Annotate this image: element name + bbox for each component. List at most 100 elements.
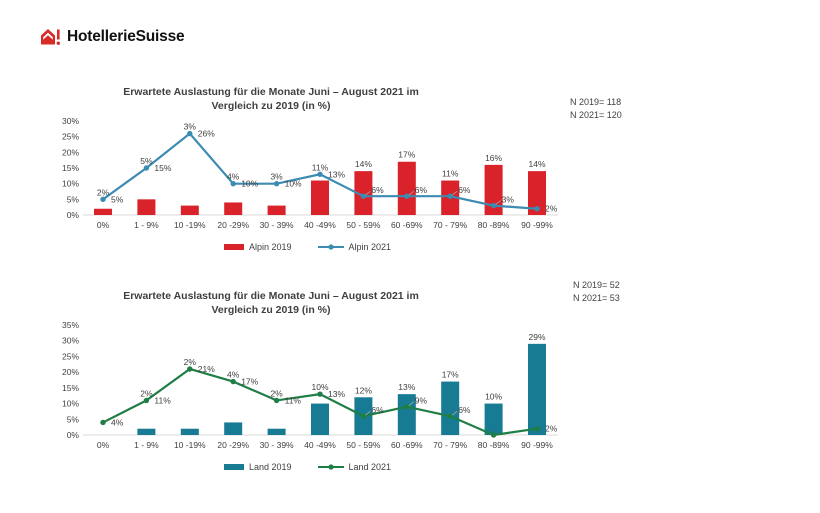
line-marker — [534, 426, 540, 432]
line-marker — [360, 193, 367, 199]
line-data-label: 5% — [111, 194, 124, 204]
bar-data-label: 12% — [355, 385, 372, 395]
label-leader-line — [408, 190, 415, 196]
x-axis-category-label: 1 - 9% — [134, 220, 159, 230]
y-axis-tick-label: 10% — [62, 399, 79, 409]
x-axis-category-label: 70 - 79% — [433, 220, 467, 230]
bar-land-2019 — [311, 403, 329, 435]
legend-item-alpin-2021: Alpin 2021 — [317, 242, 391, 252]
land-title-line-2: Vergleich zu 2019 (in %) — [211, 303, 331, 316]
x-axis-category-label: 1 - 9% — [134, 440, 159, 450]
bar-data-label: 4% — [227, 172, 240, 182]
alpin-title-line-1: Erwartete Auslastung für die Monate Juni… — [123, 86, 419, 98]
legend-item-land-2021: Land 2021 — [317, 462, 392, 472]
legend-label: Land 2019 — [248, 462, 292, 472]
line-marker — [490, 432, 497, 438]
line-marker — [143, 397, 150, 404]
bar-data-label: 11% — [442, 169, 459, 179]
line-data-label: 4% — [111, 417, 124, 427]
land-plot-area: 0% 5% 10% 15% 20% 25% 30% 35% 0% 1 - 9% 10 -19% 20 … — [62, 320, 558, 450]
line-data-label: 9% — [415, 396, 428, 406]
line-data-label: 6% — [415, 185, 428, 195]
bar-data-label: 13% — [398, 382, 415, 392]
land-n-2021: N 2021= 53 — [573, 292, 620, 303]
x-axis-category-label: 40 -49% — [304, 440, 336, 450]
label-leader-line — [451, 190, 458, 196]
alpin-chart-title: Erwartete Auslastung für die Monate Juni… — [55, 86, 487, 113]
bar-land-2019 — [397, 394, 416, 435]
bar-data-label: 2% — [97, 187, 110, 197]
y-axis-tick-label: 25% — [62, 351, 79, 361]
bar-data-label: 2% — [270, 388, 283, 398]
bar-alpin-2019 — [137, 199, 156, 215]
y-axis-tick-label: 0% — [67, 210, 80, 220]
hotelleriesuisse-logo: HotellerieSuisse — [40, 28, 185, 46]
x-axis-category-label: 10 -19% — [174, 220, 206, 230]
alpin-title-line-2: Vergleich zu 2019 (in %) — [211, 99, 331, 112]
line-marker — [187, 366, 193, 372]
land-legend: Land 2019 Land 2021 — [55, 462, 560, 472]
alpin-plot-area: 0% 5% 10% 15% 20% 25% 30% 0% 1 - 9% 10 -19% 20 -29… — [62, 116, 558, 230]
bar-alpin-2019 — [94, 208, 112, 215]
bar-alpin-2019 — [180, 205, 199, 215]
bar-land-2019 — [180, 428, 199, 435]
y-axis-tick-label: 5% — [67, 194, 80, 204]
label-leader-line — [495, 200, 501, 205]
bar-data-label: 3% — [270, 172, 283, 182]
line-data-label: 10% — [285, 179, 302, 189]
alpin-n-2021: N 2021= 120 — [570, 109, 622, 120]
hotelleriesuisse-house-icon — [41, 29, 60, 45]
line-marker — [534, 206, 540, 212]
y-axis-tick-label: 30% — [62, 336, 79, 346]
legend-label: Land 2021 — [348, 462, 392, 472]
line-data-label: 15% — [154, 163, 171, 173]
legend-label: Alpin 2019 — [248, 242, 292, 252]
line-data-label: 21% — [198, 364, 215, 374]
y-axis-tick-label: 30% — [62, 116, 79, 126]
x-axis-category-label: 40 -49% — [304, 220, 336, 230]
legend-line-marker — [327, 244, 334, 250]
bar-data-label: 29% — [528, 332, 545, 342]
bar-land-2019 — [441, 381, 460, 435]
x-axis-category-label: 90 -99% — [521, 220, 553, 230]
x-axis-category-label: 50 - 59% — [346, 220, 380, 230]
bar-land-2019 — [267, 428, 286, 435]
line-data-label: 6% — [371, 185, 384, 195]
y-axis-tick-label: 20% — [62, 367, 79, 377]
bar-data-label: 10% — [485, 392, 502, 402]
bar-alpin-2019 — [267, 205, 286, 215]
y-axis-tick-label: 5% — [67, 414, 80, 424]
line-marker — [404, 193, 410, 199]
label-leader-line — [365, 410, 371, 416]
bar-data-label: 10% — [311, 382, 328, 392]
line-marker — [317, 391, 323, 397]
bar-land-2019 — [224, 422, 243, 435]
line-data-label: 6% — [458, 185, 471, 195]
label-leader-line — [365, 190, 371, 196]
x-axis-category-label: 20 -29% — [217, 440, 249, 450]
bar-alpin-2019 — [354, 171, 373, 215]
bar-data-label: 11% — [312, 162, 329, 172]
logo-text: HotellerieSuisse — [67, 28, 185, 45]
land-chart-title: Erwartete Auslastung für die Monate Juni… — [55, 290, 487, 317]
x-axis-category-label: 50 - 59% — [346, 440, 380, 450]
alpin-n-2019: N 2019= 118 — [570, 97, 622, 107]
line-data-label: 2% — [545, 204, 558, 214]
line-marker — [447, 193, 453, 199]
bar-data-label: 14% — [528, 159, 545, 169]
land-title-line-1: Erwartete Auslastung für die Monate Juni… — [123, 290, 419, 302]
line-marker — [273, 180, 280, 187]
legend-line-swatch — [317, 464, 344, 470]
line-marker — [490, 202, 497, 209]
bar-data-label: 2% — [184, 357, 197, 367]
y-axis-tick-label: 15% — [62, 163, 79, 173]
bar-data-label: 5% — [140, 156, 153, 166]
line-marker — [404, 404, 410, 410]
line-data-label: 11% — [154, 395, 171, 405]
line-marker — [230, 378, 236, 385]
bar-data-label: 4% — [227, 370, 240, 380]
x-axis-category-label: 30 - 39% — [260, 440, 294, 450]
y-axis-tick-label: 15% — [62, 383, 79, 393]
bar-alpin-2019 — [311, 180, 329, 215]
y-axis-tick-label: 0% — [67, 430, 80, 440]
